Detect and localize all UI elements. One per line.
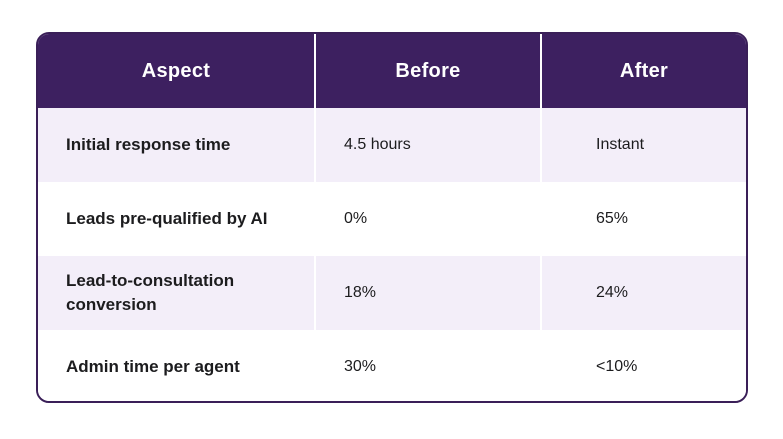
header-cell-after: After — [540, 34, 746, 108]
cell-after: <10% — [540, 330, 746, 401]
cell-aspect: Lead-to-consultation conversion — [38, 256, 314, 330]
table-header-row: Aspect Before After — [38, 34, 746, 108]
cell-aspect: Leads pre-qualified by AI — [38, 182, 314, 256]
header-cell-aspect: Aspect — [38, 34, 314, 108]
before-value: 30% — [344, 358, 377, 375]
before-value: 18% — [344, 284, 377, 301]
cell-after: 65% — [540, 182, 746, 256]
cell-aspect: Initial response time — [38, 108, 314, 182]
after-value: Instant — [596, 136, 645, 153]
cell-before: 0% — [314, 182, 540, 256]
aspect-label: Leads pre-qualified by AI — [66, 209, 268, 228]
table-row: Initial response time 4.5 hours Instant — [38, 108, 746, 182]
table-row: Admin time per agent 30% <10% — [38, 330, 746, 401]
cell-before: 4.5 hours — [314, 108, 540, 182]
cell-aspect: Admin time per agent — [38, 330, 314, 401]
cell-after: Instant — [540, 108, 746, 182]
header-label-aspect: Aspect — [141, 59, 211, 82]
header-cell-before: Before — [314, 34, 540, 108]
comparison-table: Aspect Before After Initial response tim… — [36, 32, 748, 403]
aspect-label: Admin time per agent — [66, 357, 240, 376]
cell-after: 24% — [540, 256, 746, 330]
cell-before: 30% — [314, 330, 540, 401]
aspect-label: Lead-to-consultation conversion — [66, 271, 235, 314]
after-value: <10% — [596, 358, 638, 375]
before-value: 0% — [344, 210, 368, 227]
table-row: Leads pre-qualified by AI 0% 65% — [38, 182, 746, 256]
table-row: Lead-to-consultation conversion 18% 24% — [38, 256, 746, 330]
header-label-before: Before — [395, 59, 461, 82]
cell-before: 18% — [314, 256, 540, 330]
after-value: 65% — [596, 210, 629, 227]
aspect-label: Initial response time — [66, 135, 231, 154]
after-value: 24% — [596, 284, 629, 301]
header-label-after: After — [619, 59, 669, 82]
before-value: 4.5 hours — [344, 136, 411, 153]
